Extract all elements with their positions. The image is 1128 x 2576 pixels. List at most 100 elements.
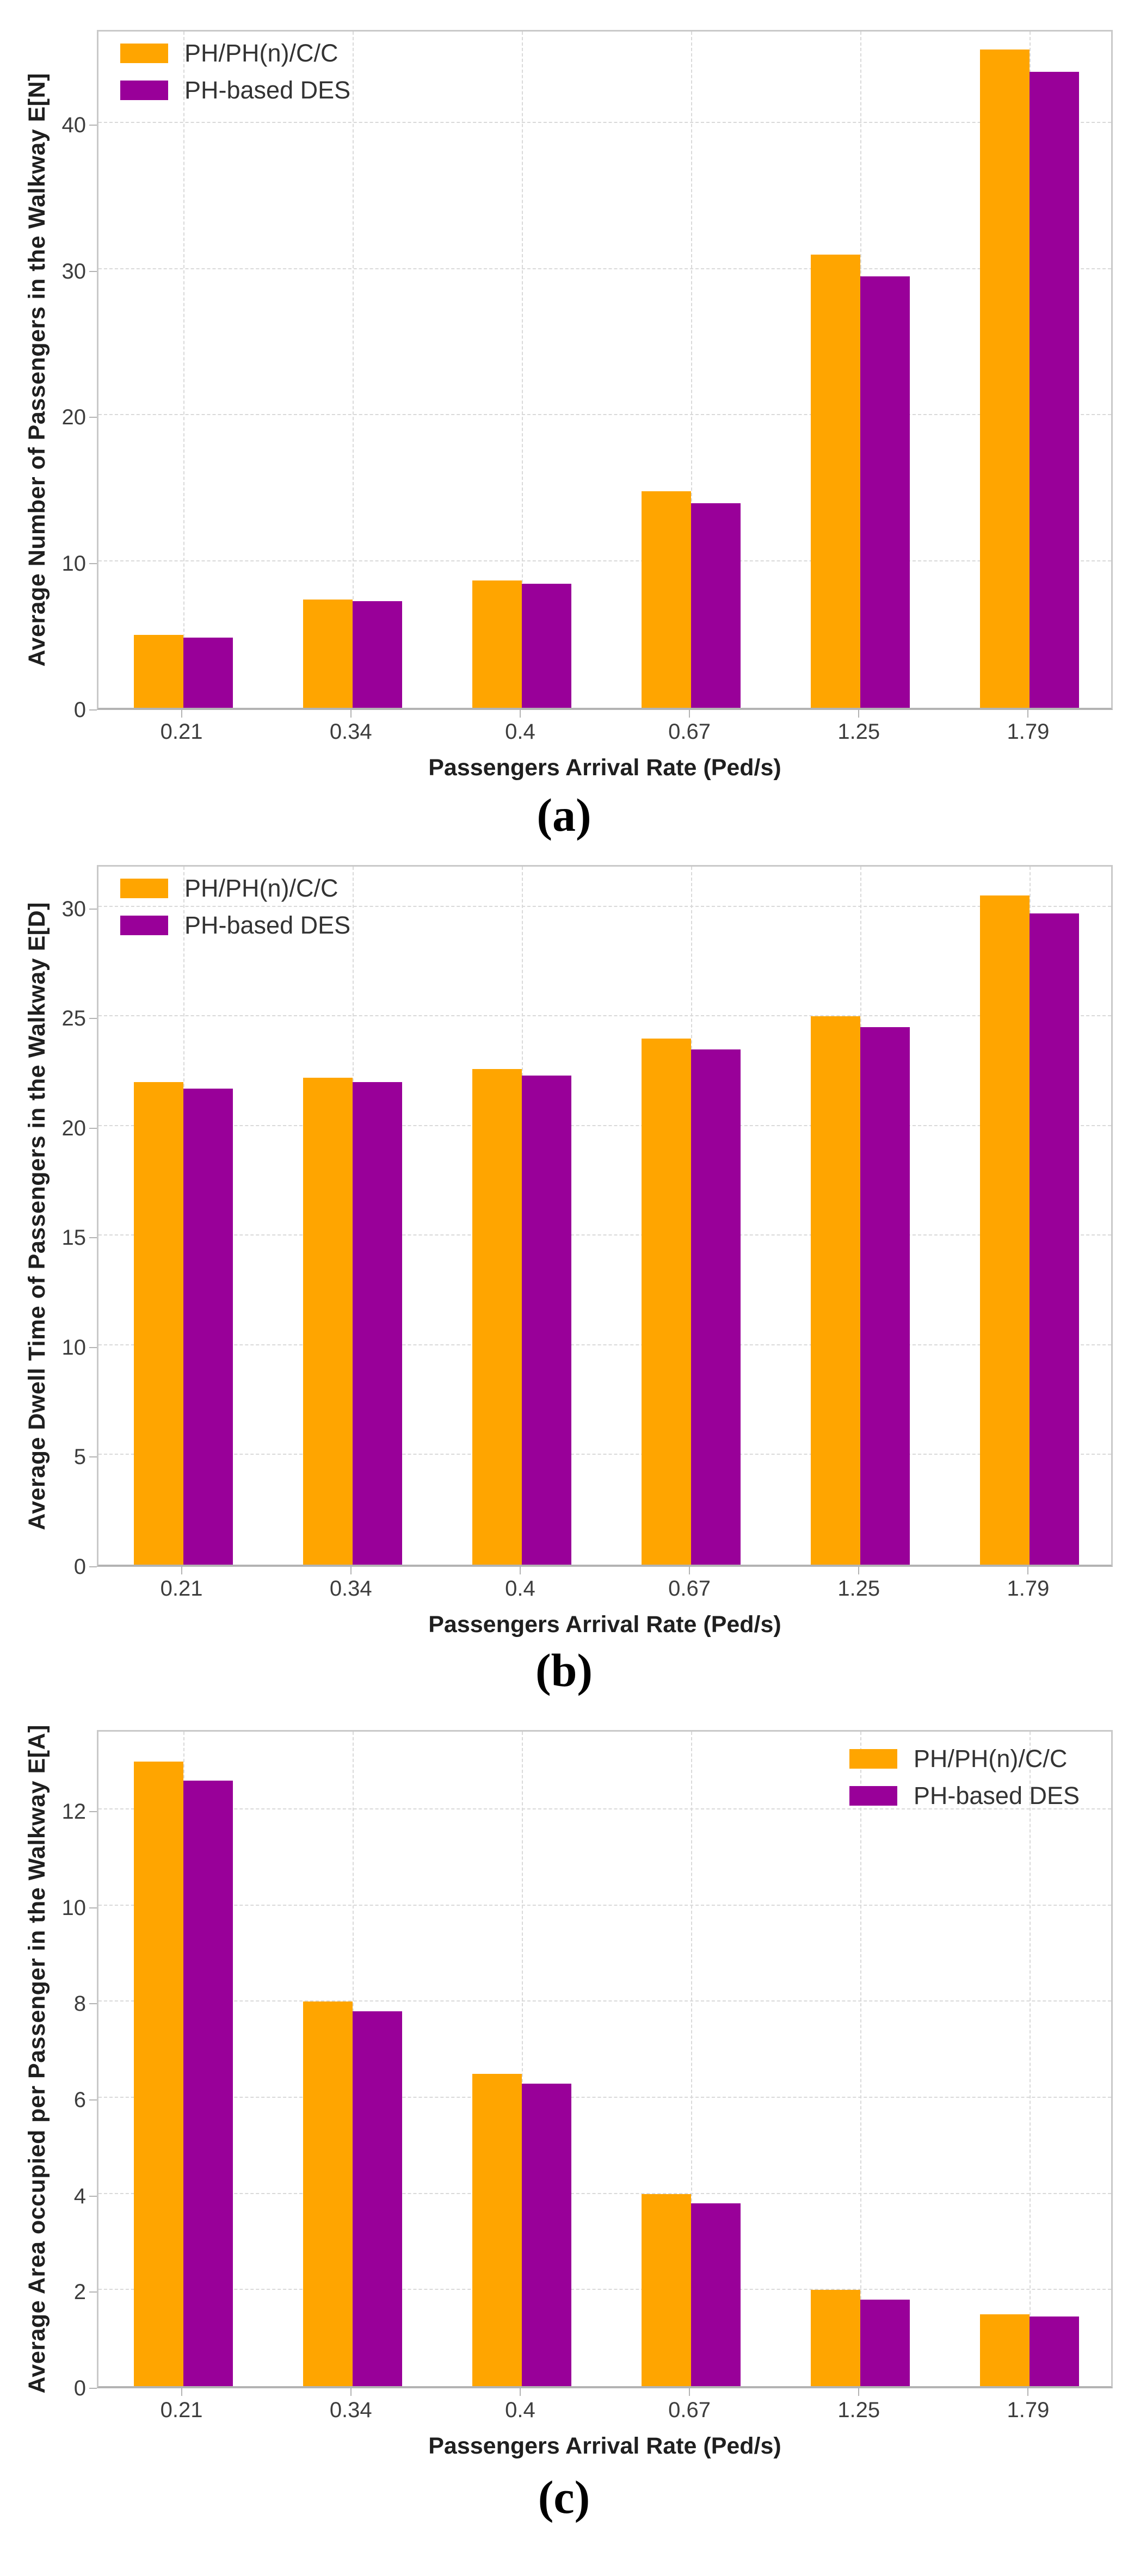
- bar-des-0.21: [183, 637, 233, 708]
- bar-model-0.67: [642, 1038, 692, 1565]
- x-tick-label: 1.25: [837, 1577, 880, 1601]
- x-tick-mark: [689, 710, 691, 718]
- x-tick-label: 0.67: [668, 720, 711, 744]
- legend-swatch-orange: [120, 44, 168, 63]
- y-tick-mark: [89, 1127, 97, 1129]
- bar-model-0.34: [303, 1078, 353, 1565]
- x-tick-label: 1.25: [837, 720, 880, 744]
- y-tick-mark: [89, 1346, 97, 1348]
- y-tick-mark: [89, 1237, 97, 1239]
- x-tick-mark: [519, 2388, 521, 2396]
- y-tick-label: 40: [61, 113, 87, 137]
- x-tick-label: 0.34: [329, 1577, 372, 1601]
- x-tick-mark: [350, 710, 352, 718]
- y-tick-label: 20: [61, 405, 87, 430]
- gridline-horizontal: [98, 1454, 1111, 1455]
- gridline-vertical: [521, 32, 523, 708]
- x-tick-mark: [1027, 1567, 1029, 1574]
- gridline-horizontal: [98, 905, 1111, 907]
- legend-swatch-purple: [120, 916, 168, 935]
- x-tick-mark: [858, 710, 860, 718]
- legend-label: PH-based DES: [184, 911, 351, 939]
- y-tick-mark: [89, 1811, 97, 1813]
- y-tick-label: 10: [61, 1895, 87, 1920]
- x-tick-label: 0.67: [668, 1577, 711, 1601]
- gridline-horizontal: [98, 2000, 1111, 2002]
- chart-caption: (c): [538, 2471, 590, 2523]
- x-tick-mark: [689, 1567, 691, 1574]
- chart-caption: (b): [535, 1644, 593, 1696]
- y-tick-mark: [89, 124, 97, 126]
- y-tick-mark: [89, 2003, 97, 2005]
- gridline-horizontal: [98, 2192, 1111, 2194]
- y-tick-mark: [89, 1018, 97, 1020]
- bar-des-0.67: [691, 2203, 741, 2386]
- bar-model-1.79: [980, 895, 1030, 1565]
- x-tick-label: 0.4: [505, 1577, 535, 1601]
- gridline-horizontal: [98, 2289, 1111, 2290]
- gridline-horizontal: [98, 121, 1111, 123]
- bar-des-0.34: [352, 601, 402, 708]
- legend: PH/PH(n)/C/C PH-based DES: [120, 40, 350, 103]
- x-tick-mark: [858, 2388, 860, 2396]
- legend: PH/PH(n)/C/C PH-based DES: [120, 875, 350, 938]
- y-tick-mark: [89, 709, 97, 711]
- legend-item: PH-based DES: [120, 77, 350, 103]
- bar-des-0.67: [691, 1049, 741, 1565]
- legend-swatch-purple: [120, 81, 168, 100]
- x-tick-mark: [519, 710, 521, 718]
- gridline-horizontal: [98, 1015, 1111, 1017]
- y-tick-mark: [89, 417, 97, 418]
- x-tick-mark: [1027, 2388, 1029, 2396]
- y-tick-mark: [89, 2099, 97, 2101]
- bar-des-0.4: [521, 2083, 571, 2386]
- y-tick-label: 30: [61, 259, 87, 283]
- plot-area: PH/PH(n)/C/C PH-based DES: [97, 1730, 1113, 2388]
- y-tick-label: 5: [73, 1445, 86, 1469]
- bar-model-1.25: [811, 2290, 861, 2386]
- bar-model-0.67: [642, 491, 692, 708]
- y-tick-label: 25: [61, 1006, 87, 1031]
- x-tick-mark: [181, 1567, 182, 1574]
- bar-model-0.21: [133, 1761, 183, 2386]
- x-tick-label: 0.21: [160, 1577, 203, 1601]
- bar-model-0.21: [133, 1082, 183, 1565]
- bar-des-0.4: [521, 1076, 571, 1565]
- gridline-horizontal: [98, 1234, 1111, 1236]
- bar-model-0.21: [133, 634, 183, 708]
- gridline-vertical: [860, 1732, 862, 2386]
- x-axis-label: Passengers Arrival Rate (Ped/s): [428, 1611, 781, 1638]
- x-tick-label: 0.21: [160, 720, 203, 744]
- bar-model-0.4: [472, 580, 522, 708]
- gridline-vertical: [521, 1732, 523, 2386]
- legend-label: PH/PH(n)/C/C: [913, 1745, 1068, 1772]
- gridline-vertical: [691, 32, 693, 708]
- y-tick-label: 0: [73, 1555, 86, 1579]
- bar-des-0.34: [352, 1082, 402, 1565]
- x-tick-mark: [858, 1567, 860, 1574]
- bar-model-0.4: [472, 2073, 522, 2386]
- bar-des-1.25: [860, 1027, 910, 1565]
- gridline-horizontal: [98, 414, 1111, 416]
- bar-des-0.67: [691, 503, 741, 708]
- y-axis-label-text: Average Number of Passengers in the Walk…: [23, 73, 50, 667]
- y-tick-mark: [89, 2195, 97, 2197]
- y-tick-label: 12: [61, 1800, 87, 1824]
- y-axis-label-text: Average Dwell Time of Passengers in the …: [23, 901, 50, 1530]
- gridline-vertical: [352, 32, 354, 708]
- x-tick-label: 1.25: [837, 2398, 880, 2422]
- legend-item: PH/PH(n)/C/C: [120, 40, 350, 66]
- bar-model-0.34: [303, 600, 353, 708]
- bar-des-1.79: [1030, 71, 1080, 708]
- legend-item: PH/PH(n)/C/C: [849, 1746, 1080, 1772]
- y-tick-mark: [89, 563, 97, 565]
- x-tick-label: 0.4: [505, 2398, 535, 2422]
- legend: PH/PH(n)/C/C PH-based DES: [849, 1746, 1080, 1809]
- bar-des-0.21: [183, 1781, 233, 2386]
- gridline-horizontal: [98, 1125, 1111, 1126]
- bar-model-0.34: [303, 2002, 353, 2386]
- x-tick-label: 1.79: [1007, 2398, 1050, 2422]
- y-tick-label: 15: [61, 1226, 87, 1250]
- gridline-vertical: [691, 1732, 693, 2386]
